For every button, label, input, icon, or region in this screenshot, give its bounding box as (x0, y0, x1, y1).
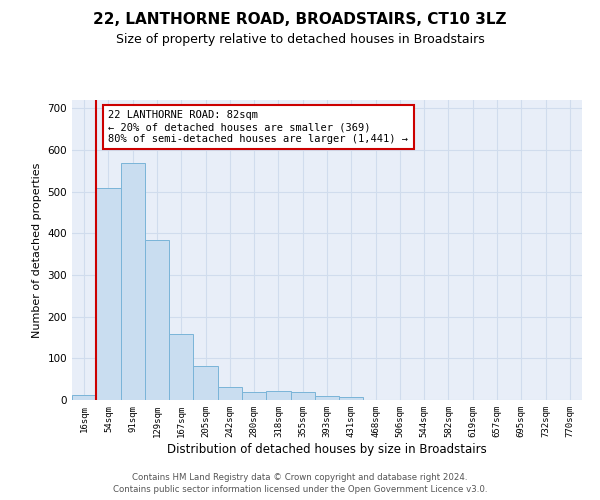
Bar (290, 392, 315, 400)
Text: 22 LANTHORNE ROAD: 82sqm
← 20% of detached houses are smaller (369)
80% of semi-: 22 LANTHORNE ROAD: 82sqm ← 20% of detach… (109, 110, 409, 144)
Bar (315, 396, 339, 400)
Text: Contains HM Land Registry data © Crown copyright and database right 2024.: Contains HM Land Registry data © Crown c… (132, 472, 468, 482)
Bar (72, 394, 96, 400)
Text: 22, LANTHORNE ROAD, BROADSTAIRS, CT10 3LZ: 22, LANTHORNE ROAD, BROADSTAIRS, CT10 3L… (93, 12, 507, 28)
Y-axis label: Number of detached properties: Number of detached properties (32, 162, 42, 338)
Bar (145, 240, 169, 400)
Bar (169, 334, 193, 400)
Text: Contains public sector information licensed under the Open Government Licence v3: Contains public sector information licen… (113, 485, 487, 494)
Bar (96, 188, 121, 400)
Text: Distribution of detached houses by size in Broadstairs: Distribution of detached houses by size … (167, 442, 487, 456)
Bar (339, 396, 364, 400)
Bar (266, 391, 290, 400)
Text: Size of property relative to detached houses in Broadstairs: Size of property relative to detached ho… (116, 32, 484, 46)
Bar (242, 392, 266, 400)
Bar (121, 162, 145, 400)
Bar (218, 386, 242, 400)
Bar (193, 366, 218, 400)
